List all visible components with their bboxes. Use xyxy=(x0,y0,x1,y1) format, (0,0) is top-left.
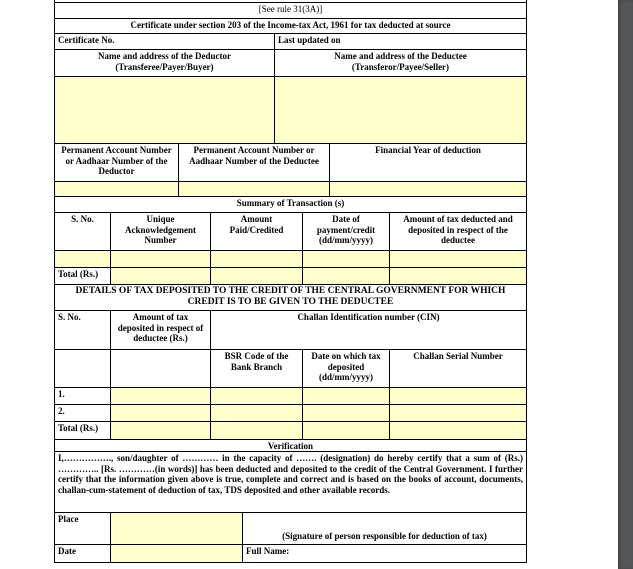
details-row-2-sno: 2. xyxy=(54,404,111,422)
summary-header-amount: Amount Paid/Credited xyxy=(210,212,303,251)
summary-amount-field[interactable] xyxy=(210,250,303,268)
deductor-name-line2: (Transferee/Payer/Buyer) xyxy=(115,61,214,72)
details-total-label: Total (Rs.) xyxy=(54,421,111,440)
summary-total-date-field[interactable] xyxy=(302,267,390,285)
details-total-serial[interactable] xyxy=(389,421,527,440)
cin-blank-2 xyxy=(110,349,211,388)
deductee-name-line1: Name and address of the Deductee xyxy=(334,51,467,61)
summary-total-label: Total (Rs.) xyxy=(54,267,111,285)
details-title: DETAILS OF TAX DEPOSITED TO THE CREDIT O… xyxy=(54,284,527,311)
details-total-date[interactable] xyxy=(302,421,390,440)
summary-header-ack: Unique Acknowledgement Number xyxy=(110,212,211,251)
summary-header-sno: S. No. xyxy=(54,212,111,251)
deductor-address-field[interactable] xyxy=(54,76,275,144)
deductor-name-header: Name and address of the Deductor (Transfe… xyxy=(54,49,275,77)
summary-ack-field[interactable] xyxy=(110,250,211,268)
last-updated-label: Last updated on xyxy=(274,33,527,50)
pan-deductee-field[interactable] xyxy=(178,181,330,197)
cin-blank-1 xyxy=(54,349,111,388)
details-header-cin: Challan Identification number (CIN) xyxy=(210,310,527,350)
details-row-1-serial[interactable] xyxy=(389,387,527,405)
summary-date-field[interactable] xyxy=(302,250,390,268)
summary-tax-field[interactable] xyxy=(389,250,527,268)
summary-title: Summary of Transaction (s) xyxy=(54,196,527,213)
deductee-name-line2: (Transferor/Payee/Seller) xyxy=(351,61,450,72)
viewer-side-panel xyxy=(618,0,633,569)
date-field[interactable] xyxy=(110,544,243,563)
deductee-address-field[interactable] xyxy=(274,76,527,144)
place-label: Place xyxy=(54,512,111,545)
details-header-sno: S. No. xyxy=(54,310,111,350)
pan-deductor-field[interactable] xyxy=(54,181,179,197)
details-row-2-bsr[interactable] xyxy=(210,404,303,422)
details-row-1-amount[interactable] xyxy=(110,387,211,405)
details-row-1-bsr[interactable] xyxy=(210,387,303,405)
summary-sno-field[interactable] xyxy=(54,250,111,268)
details-row-2-date[interactable] xyxy=(302,404,390,422)
summary-header-date: Date of payment/credit (dd/mm/yyyy) xyxy=(302,212,390,251)
pan-deductor-label: Permanent Account Number or Aadhaar Numb… xyxy=(54,143,179,182)
summary-total-amount-field[interactable] xyxy=(210,267,303,285)
summary-header-tax: Amount of tax deducted and deposited in … xyxy=(389,212,527,251)
details-row-2-serial[interactable] xyxy=(389,404,527,422)
place-field[interactable] xyxy=(110,512,243,545)
signature-label: (Signature of person responsible for ded… xyxy=(242,512,527,545)
date-label: Date xyxy=(54,544,111,563)
details-total-amount[interactable] xyxy=(110,421,211,440)
pan-deductee-label: Permanent Account Number or Aadhaar Numb… xyxy=(178,143,330,182)
financial-year-label: Financial Year of deduction xyxy=(329,143,527,182)
deductor-name-line1: Name and address of the Deductor xyxy=(97,51,232,61)
details-row-2-amount[interactable] xyxy=(110,404,211,422)
financial-year-field[interactable] xyxy=(329,181,527,197)
summary-total-field[interactable] xyxy=(110,267,211,285)
full-name-label: Full Name: xyxy=(242,544,527,563)
rule-reference: [See rule 31(3A)] xyxy=(54,2,527,19)
cin-header-serial: Challan Serial Number xyxy=(389,349,527,388)
verification-text: I,……………., son/daughter of ………… in the ca… xyxy=(54,451,527,513)
form-title: Certificate under section 203 of the Inc… xyxy=(54,18,527,34)
details-row-1-sno: 1. xyxy=(54,387,111,405)
cin-header-bsr: BSR Code of the Bank Branch xyxy=(210,349,303,388)
cin-header-date: Date on which tax deposited (dd/mm/yyyy) xyxy=(302,349,390,388)
details-header-amount: Amount of tax deposited in respect of de… xyxy=(110,310,211,350)
details-row-1-date[interactable] xyxy=(302,387,390,405)
certificate-no-label: Certificate No. xyxy=(54,33,275,50)
details-total-bsr[interactable] xyxy=(210,421,303,440)
summary-total-tax-field[interactable] xyxy=(389,267,527,285)
deductee-name-header: Name and address of the Deductee (Transfe… xyxy=(274,49,527,77)
